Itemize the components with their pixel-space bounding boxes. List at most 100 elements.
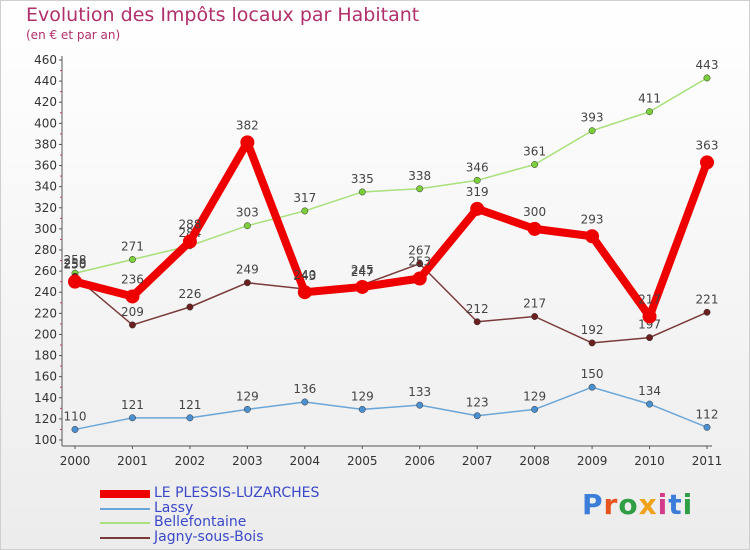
logo-letter: x <box>638 488 658 521</box>
legend-label: Bellefontaine <box>154 514 247 530</box>
data-point <box>297 285 312 300</box>
data-point <box>186 414 194 422</box>
series-line <box>74 77 708 274</box>
x-tick-label: 2000 <box>60 454 91 468</box>
data-label: 134 <box>638 384 661 398</box>
data-label: 267 <box>408 244 431 258</box>
y-tick-label: 180 <box>34 349 57 363</box>
data-point <box>531 161 539 168</box>
y-tick-label: 360 <box>34 159 57 173</box>
chart-subtitle: (en € et par an) <box>26 28 121 42</box>
legend-label: Lassy <box>154 499 194 516</box>
legend-label: Jagny-sous-Bois <box>154 528 264 545</box>
data-point <box>240 135 255 150</box>
data-label: 255 <box>64 256 87 270</box>
legend-swatch <box>100 536 150 539</box>
y-tick-label: 300 <box>34 222 57 236</box>
data-label: 335 <box>351 172 374 186</box>
data-label: 121 <box>121 398 144 412</box>
y-tick-label: 100 <box>34 433 57 447</box>
y-tick-label: 200 <box>34 327 57 341</box>
data-label: 317 <box>293 191 316 205</box>
data-label: 112 <box>696 407 719 421</box>
y-tick-label: 440 <box>34 74 57 88</box>
data-label: 271 <box>121 240 144 254</box>
data-label: 217 <box>523 297 546 311</box>
data-point <box>531 405 539 413</box>
logo-letter: P <box>582 488 604 521</box>
legend-swatch <box>100 507 150 510</box>
data-label: 250 <box>64 258 87 272</box>
data-point <box>125 289 140 304</box>
data-label: 197 <box>638 318 661 332</box>
chart-title: Evolution des Impôts locaux par Habitant <box>26 4 420 26</box>
data-label: 245 <box>351 263 374 277</box>
x-tick-label: 2003 <box>232 454 263 468</box>
y-tick-label: 320 <box>34 201 57 215</box>
data-label: 258 <box>64 253 87 267</box>
series-lassy: 110 121 121 129 136 129 133 123 129 150 134 112 <box>64 367 719 433</box>
data-label: 150 <box>581 367 604 381</box>
data-point <box>129 414 136 422</box>
y-tick-label: 260 <box>34 264 57 278</box>
x-tick-label: 2005 <box>347 454 378 468</box>
data-label: 236 <box>121 272 144 286</box>
data-label: 209 <box>121 305 144 319</box>
data-point <box>416 401 424 409</box>
data-label: 217 <box>638 293 661 307</box>
data-point <box>700 155 714 170</box>
data-label: 110 <box>64 409 87 423</box>
data-point <box>642 309 657 324</box>
data-point <box>301 207 309 215</box>
y-tick-label: 280 <box>34 243 57 257</box>
data-label: 253 <box>408 255 431 269</box>
y-tick-label: 340 <box>34 180 57 194</box>
data-point <box>416 185 424 193</box>
x-tick-label: 2004 <box>290 454 321 468</box>
data-point <box>243 222 251 230</box>
data-point <box>358 405 366 413</box>
data-point <box>301 398 309 406</box>
logo-letter: r <box>603 488 619 521</box>
y-tick-label: 120 <box>34 412 57 426</box>
data-point <box>355 279 370 294</box>
y-tick-label: 140 <box>34 391 57 405</box>
data-label: 129 <box>351 389 374 403</box>
x-tick-label: 2009 <box>577 454 608 468</box>
data-point <box>470 201 485 216</box>
data-label: 121 <box>178 398 201 412</box>
data-label: 123 <box>466 396 489 410</box>
y-tick-label: 380 <box>34 137 57 151</box>
data-label: 443 <box>696 58 719 72</box>
data-point <box>531 313 539 320</box>
data-point <box>68 274 82 289</box>
data-label: 192 <box>581 323 604 337</box>
data-point <box>703 308 711 316</box>
data-label: 247 <box>351 265 374 279</box>
x-tick-label: 2007 <box>462 454 493 468</box>
logo-letter: o <box>618 488 639 521</box>
series-line <box>71 138 711 321</box>
logo-letter: t <box>668 488 683 521</box>
data-label: 411 <box>638 92 661 106</box>
x-tick-label: 2006 <box>404 454 435 468</box>
x-tick-label: 2002 <box>175 454 206 468</box>
y-tick-label: 240 <box>34 285 57 299</box>
data-point <box>703 74 711 82</box>
data-label: 346 <box>466 160 489 174</box>
series-line <box>74 386 708 431</box>
data-point <box>646 334 653 342</box>
y-tick-label: 400 <box>34 116 57 130</box>
y-tick-label: 160 <box>34 370 57 384</box>
legend-swatch <box>100 522 150 524</box>
data-label: 303 <box>236 206 259 220</box>
series-line <box>74 262 708 344</box>
data-point <box>243 279 251 287</box>
data-label: 363 <box>696 138 719 152</box>
data-label: 361 <box>523 145 546 159</box>
data-label: 319 <box>466 185 489 199</box>
logo-letter: i <box>682 488 694 521</box>
series-le-plessis-luzarches: 250 236 288 382 240 245 253 319 300 293 217 363 <box>64 118 719 324</box>
proxiti-logo: Proxiti <box>582 488 693 521</box>
